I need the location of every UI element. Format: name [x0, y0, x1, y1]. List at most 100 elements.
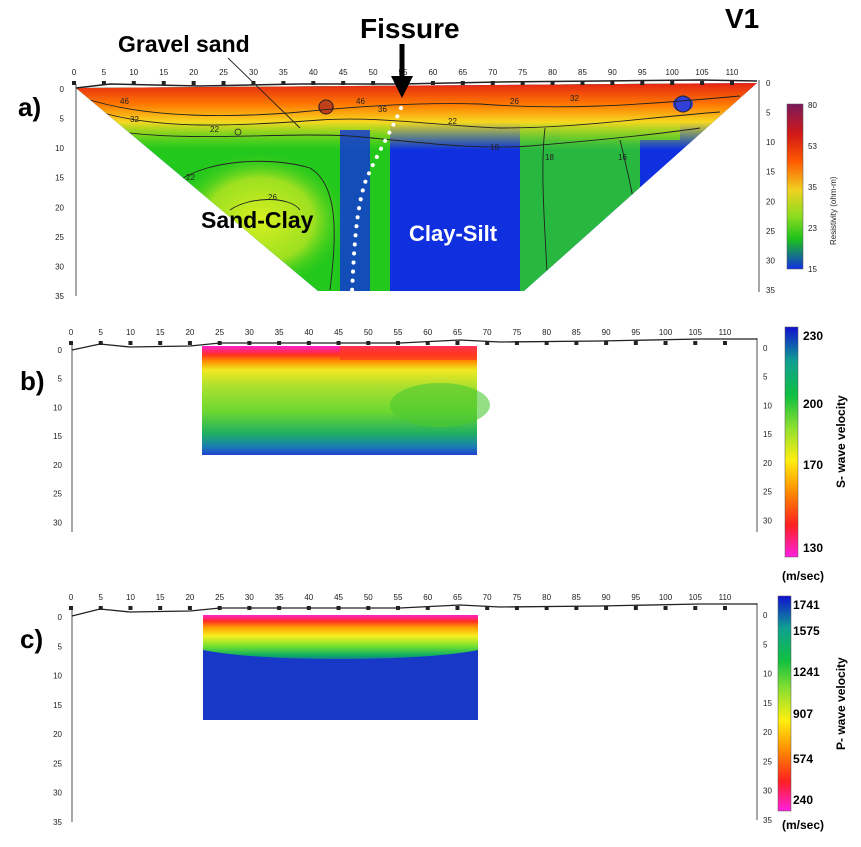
contour-label: 18 [545, 153, 554, 162]
contour-label: 32 [130, 115, 139, 124]
right-tick-label: 15 [766, 168, 775, 177]
y-tick-label: 5 [58, 642, 63, 651]
x-tick-label: 100 [659, 593, 673, 602]
electrode-marker [604, 606, 609, 610]
y-tick-label: 35 [55, 292, 64, 301]
x-tick-label: 50 [369, 68, 378, 77]
x-tick-label: 75 [512, 593, 521, 602]
sand-clay-label: Sand-Clay [201, 207, 314, 233]
y-tick-label: 25 [53, 490, 62, 499]
right-tick-label: 10 [763, 401, 772, 410]
x-tick-label: 30 [245, 593, 254, 602]
x-tick-label: 60 [423, 328, 432, 337]
s-wave-low-velocity-zone [340, 346, 477, 360]
electrode-marker [128, 341, 133, 345]
right-tick-label: 35 [766, 286, 775, 295]
right-tick-label: 5 [766, 109, 771, 118]
x-tick-label: 40 [304, 593, 313, 602]
x-tick-label: 70 [483, 593, 492, 602]
y-tick-label: 0 [58, 613, 63, 622]
electrode-marker [221, 81, 226, 85]
x-tick-label: 5 [99, 328, 104, 337]
x-tick-label: 110 [726, 68, 739, 77]
p-wave-colorbar-ticks: 1741 1575 1241 907 574 240 [793, 598, 820, 807]
x-tick-label: 50 [364, 593, 373, 602]
colorbar-tick-label: 1741 [793, 598, 820, 612]
electrode-marker [158, 606, 163, 610]
electrode-marker [730, 81, 734, 85]
right-tick-label: 15 [763, 699, 772, 708]
x-tick-label: 75 [512, 328, 521, 337]
p-wave-colorbar-label: P- wave velocity [834, 657, 848, 750]
electrode-marker [455, 341, 460, 345]
electrode-marker [101, 81, 106, 85]
p-wave-deep-layer [203, 650, 478, 720]
right-tick-label: 10 [766, 138, 775, 147]
electrode-marker [98, 606, 103, 610]
y-tick-label: 30 [53, 518, 62, 527]
electrode-marker [191, 81, 196, 85]
resistivity-colorbar-ticks: 80 53 35 23 15 [808, 101, 817, 274]
resistivity-colorbar-gradient [786, 103, 804, 270]
x-tick-label: 110 [719, 593, 732, 602]
colorbar-tick-label: 574 [793, 752, 813, 766]
s-wave-colorbar-unit: (m/sec) [782, 569, 824, 583]
right-tick-label: 15 [763, 430, 772, 439]
x-tick-label: 30 [249, 68, 258, 77]
x-tick-label: 5 [99, 593, 104, 602]
y-tick-label: 5 [60, 115, 65, 124]
x-tick-label: 25 [219, 68, 228, 77]
electrode-marker [520, 81, 525, 85]
electrode-marker [574, 341, 579, 345]
x-tick-label: 40 [309, 68, 318, 77]
right-tick-label: 20 [763, 728, 772, 737]
electrode-marker [485, 606, 490, 610]
right-tick-label: 30 [763, 787, 772, 796]
electrode-marker [544, 606, 549, 610]
x-tick-label: 25 [215, 593, 224, 602]
electrode-marker [425, 341, 430, 345]
x-tick-label: 0 [72, 68, 77, 77]
x-tick-label: 10 [126, 328, 135, 337]
electrode-marker [187, 606, 192, 610]
contour-label: 22 [186, 173, 195, 182]
electrode-marker [580, 81, 585, 85]
x-tick-label: 20 [189, 68, 198, 77]
x-tick-label: 95 [631, 328, 640, 337]
y-tick-label: 5 [58, 375, 63, 384]
x-tick-label: 20 [185, 593, 194, 602]
electrode-marker [460, 81, 465, 85]
contour-label: 28 [100, 133, 109, 142]
electrode-marker [217, 341, 222, 345]
x-tick-label: 100 [666, 68, 680, 77]
electrode-marker [128, 606, 133, 610]
x-tick-label: 55 [394, 593, 403, 602]
y-tick-label: 35 [53, 818, 62, 827]
s-wave-colorbar: 230 230 200 170 130 S- wave velocity (m/sec) [782, 0, 848, 583]
electrode-marker [311, 81, 316, 85]
panel-c-p-wave: 0 5 10 15 20 25 30 35 40 45 50 55 60 65 70 75 80 85 90 95 10… [53, 593, 772, 827]
colorbar-tick-label: 53 [808, 142, 817, 151]
electrode-marker [72, 81, 76, 85]
electrode-marker [693, 341, 698, 345]
x-tick-label: 95 [631, 593, 640, 602]
electrode-marker [663, 606, 668, 610]
right-tick-label: 25 [763, 757, 772, 766]
x-tick-label: 100 [659, 328, 673, 337]
x-tick-label: 110 [719, 328, 732, 337]
electrode-marker [366, 606, 371, 610]
panel-a-resistivity: 46 26 32 32 22 22 28 18 18 22 26 16 46 3… [55, 68, 775, 301]
right-tick-label: 0 [763, 611, 768, 620]
x-tick-label: 90 [602, 328, 611, 337]
y-tick-label: 10 [53, 672, 62, 681]
colorbar-tick-label: 907 [793, 707, 813, 721]
panel-c-right-ticks: 0 5 10 15 20 25 30 35 [763, 611, 772, 825]
electrode-marker [98, 341, 103, 345]
s-wave-colorbar-label: S- wave velocity [834, 395, 848, 488]
electrode-marker [341, 81, 346, 85]
colorbar-tick-label: 170 [803, 458, 823, 472]
resistivity-field: 46 26 32 32 22 22 28 18 18 22 26 16 46 3… [76, 83, 757, 291]
gravel-sand-label: Gravel sand [118, 31, 250, 57]
x-tick-label: 90 [602, 593, 611, 602]
x-tick-label: 60 [423, 593, 432, 602]
